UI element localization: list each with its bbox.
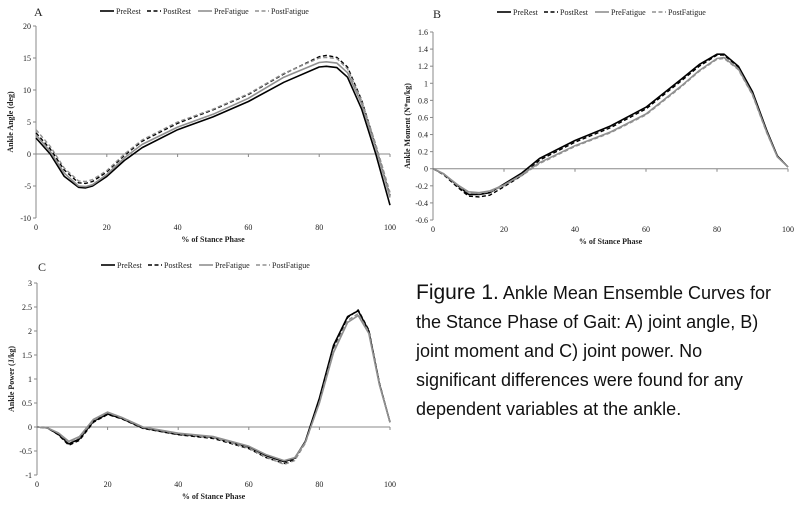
x-tick-label: 40 xyxy=(174,223,182,232)
y-tick-label: 0.6 xyxy=(418,113,428,122)
x-tick-label: 60 xyxy=(244,223,252,232)
panel-c: C -1 -0.5 0 0.5 1 1.5 2 2.5 3 0 20 40 60 80 100 % of Sta… xyxy=(7,260,396,501)
legend-label: PreRest xyxy=(117,261,143,270)
legend-label: PostFatigue xyxy=(668,8,706,17)
y-tick-label: 0 xyxy=(27,150,31,159)
series-line-prerest xyxy=(36,310,391,463)
y-tick-label: -0.4 xyxy=(415,199,428,208)
legend-label: PostFatigue xyxy=(271,7,309,16)
x-tick-label: 20 xyxy=(103,223,111,232)
y-tick-label: 10 xyxy=(23,86,31,95)
legend-label: PostFatigue xyxy=(272,261,310,270)
series-line-prefatigue xyxy=(35,61,391,198)
y-tick-label: 0.5 xyxy=(22,399,32,408)
y-tick-label: 2.5 xyxy=(22,303,32,312)
y-tick-label: -0.2 xyxy=(415,182,428,191)
x-tick-label: 0 xyxy=(431,225,435,234)
y-tick-label: 5 xyxy=(27,118,31,127)
y-tick-label: -0.6 xyxy=(415,216,428,225)
series-line-postfatigue xyxy=(36,313,391,466)
y-tick-label: -5 xyxy=(24,182,31,191)
panel-b: B -0.6 -0.4 -0.2 0 0.2 0.4 0.6 0.8 1 1.2 1.4 1.6 0 20 4… xyxy=(403,7,794,246)
y-tick-label: 20 xyxy=(23,22,31,31)
panel-label: C xyxy=(38,260,46,274)
y-axis-label: Ankle Power (J/kg) xyxy=(7,346,16,412)
y-tick-label: 0.2 xyxy=(418,148,428,157)
series-line-postrest xyxy=(432,54,789,198)
caption-text: Ankle Mean Ensemble Curves for the Stanc… xyxy=(416,283,772,419)
legend-label: PreFatigue xyxy=(215,261,250,270)
legend-label: PreRest xyxy=(513,8,539,17)
x-tick-label: 40 xyxy=(174,480,182,489)
y-tick-label: 1 xyxy=(424,79,428,88)
x-tick-label: 80 xyxy=(315,480,323,489)
series-line-postrest xyxy=(36,309,391,465)
caption-lead: Figure 1. xyxy=(416,281,499,304)
y-tick-label: 1.4 xyxy=(418,45,428,54)
series-line-prefatigue xyxy=(36,314,391,462)
legend-label: PostRest xyxy=(164,261,193,270)
y-tick-label: 0.4 xyxy=(418,131,428,140)
x-axis-label: % of Stance Phase xyxy=(579,237,643,246)
x-tick-label: 80 xyxy=(315,223,323,232)
x-tick-label: 100 xyxy=(384,480,396,489)
x-tick-label: 80 xyxy=(713,225,721,234)
legend-label: PreFatigue xyxy=(611,8,646,17)
y-tick-label: 3 xyxy=(28,279,32,288)
x-tick-label: 0 xyxy=(34,223,38,232)
x-tick-label: 100 xyxy=(384,223,396,232)
legend-label: PreRest xyxy=(116,7,142,16)
x-tick-label: 60 xyxy=(642,225,650,234)
panel-label: A xyxy=(34,5,43,19)
series-line-postrest xyxy=(35,54,391,196)
y-tick-label: 1.6 xyxy=(418,28,428,37)
legend-label: PreFatigue xyxy=(214,7,249,16)
figure-caption: Figure 1. Ankle Mean Ensemble Curves for… xyxy=(416,278,786,424)
series-line-postfatigue xyxy=(35,56,391,193)
y-tick-label: -0.5 xyxy=(19,447,32,456)
y-tick-label: 15 xyxy=(23,54,31,63)
x-tick-label: 20 xyxy=(104,480,112,489)
series-line-prerest xyxy=(35,65,391,206)
x-tick-label: 0 xyxy=(35,480,39,489)
x-tick-label: 40 xyxy=(571,225,579,234)
series-line-prerest xyxy=(432,53,789,196)
y-tick-label: 0.8 xyxy=(418,96,428,105)
legend-label: PostRest xyxy=(163,7,192,16)
x-axis-label: % of Stance Phase xyxy=(182,492,246,501)
x-tick-label: 100 xyxy=(782,225,794,234)
x-tick-label: 20 xyxy=(500,225,508,234)
y-tick-label: 2 xyxy=(28,327,32,336)
y-tick-label: -10 xyxy=(20,214,31,223)
y-axis-label: Ankle Moment (N*m/kg) xyxy=(403,83,412,169)
x-tick-label: 60 xyxy=(245,480,253,489)
y-tick-label: 0 xyxy=(28,423,32,432)
series-line-postfatigue xyxy=(432,57,789,195)
y-tick-label: 1 xyxy=(28,375,32,384)
y-tick-label: 1.2 xyxy=(418,62,428,71)
legend-label: PostRest xyxy=(560,8,589,17)
y-axis-label: Ankle Angle (deg) xyxy=(6,91,15,153)
panel-a: A -10 -5 0 5 10 15 20 0 20 40 60 80 100 % of Stance Ph… xyxy=(6,5,396,244)
y-tick-label: 0 xyxy=(424,165,428,174)
y-tick-label: 1.5 xyxy=(22,351,32,360)
x-axis-label: % of Stance Phase xyxy=(181,235,245,244)
y-tick-label: -1 xyxy=(25,471,32,480)
panel-label: B xyxy=(433,7,441,21)
